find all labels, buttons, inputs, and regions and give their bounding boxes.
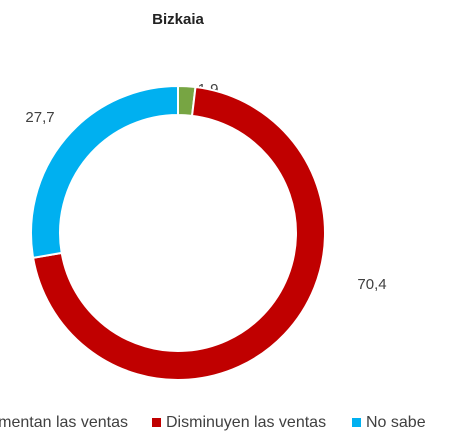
- data-label: 70,4: [357, 276, 386, 293]
- legend-swatch: [352, 418, 361, 427]
- legend-label: Aumentan las ventas: [0, 414, 128, 431]
- legend-swatch: [152, 418, 161, 427]
- donut-slice: [30, 84, 179, 259]
- chart-title: Bizkaia: [152, 11, 204, 28]
- data-label: 27,7: [25, 109, 54, 126]
- legend-label: No sabe: [366, 414, 426, 431]
- legend-label: Disminuyen las ventas: [166, 414, 326, 431]
- donut-slice: [31, 85, 326, 381]
